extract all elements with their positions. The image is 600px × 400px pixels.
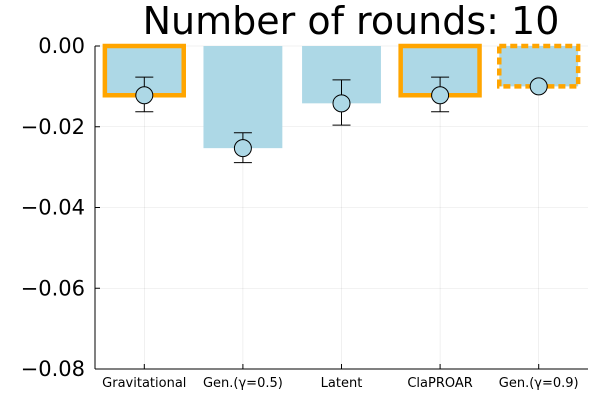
y-tick-label: −0.04	[21, 196, 85, 220]
x-tick-labels: Gravitational Gen.(γ=0.5) Latent ClaPROAR Ge…	[102, 376, 578, 391]
bar	[203, 46, 283, 149]
data-point-marker	[135, 86, 154, 105]
chart-title: Number of rounds: 10	[143, 0, 560, 43]
error-layer	[135, 76, 450, 164]
x-tick-label: Latent	[321, 376, 363, 391]
data-point-marker	[431, 86, 450, 105]
y-tick-label: −0.08	[21, 357, 85, 381]
data-point-marker	[233, 139, 252, 158]
data-point-marker	[332, 94, 351, 113]
y-tick-label: −0.02	[21, 115, 85, 139]
data-point-marker	[529, 77, 548, 96]
y-tick-labels: 0.00 −0.02 −0.04 −0.06 −0.08	[21, 34, 85, 381]
x-tick-label: Gravitational	[102, 376, 186, 391]
x-tick-label: Gen.(γ=0.9)	[499, 376, 579, 391]
bar-layer	[102, 43, 581, 149]
y-tick-label: 0.00	[38, 34, 85, 58]
y-tick-label: −0.06	[21, 276, 85, 300]
x-tick-label: ClaPROAR	[407, 376, 472, 391]
marker-layer	[135, 77, 548, 158]
axis-layer	[94, 45, 588, 370]
x-tick-label: Gen.(γ=0.5)	[203, 376, 283, 391]
